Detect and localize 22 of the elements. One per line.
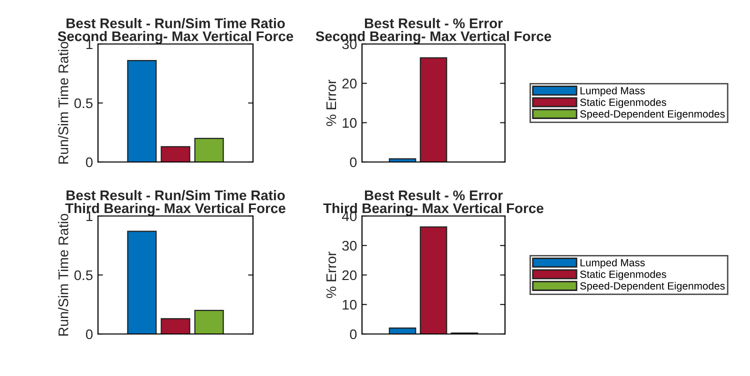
y-tick-label: 0.5: [74, 98, 93, 108]
y-axis-title: % Error: [326, 80, 336, 126]
y-axis-title: Run/Sim Time Ratio: [58, 214, 68, 336]
y-axis-title: Run/Sim Time Ratio: [58, 42, 68, 164]
y-axis-title: % Error: [326, 252, 336, 298]
legend-label: Speed-Dependent Eigenmodes: [580, 110, 725, 120]
y-tick-label: 10: [342, 300, 357, 310]
y-tick-label: 0: [350, 329, 357, 340]
legend-label: Lumped Mass: [580, 258, 645, 268]
y-tick-label: 0: [86, 329, 93, 340]
legend-label: Static Eigenmodes: [580, 98, 666, 108]
legend-label: Static Eigenmodes: [580, 270, 666, 280]
y-tick-label: 20: [342, 270, 357, 280]
legend-label: Lumped Mass: [580, 86, 645, 96]
legend-label: Speed-Dependent Eigenmodes: [580, 282, 725, 292]
y-tick-label: 30: [342, 240, 357, 251]
y-tick-label: 0.5: [74, 270, 93, 280]
y-tick-label: 0: [350, 157, 357, 168]
y-tick-label: 0: [86, 157, 93, 168]
y-tick-label: 20: [342, 78, 357, 89]
y-tick-label: 1: [86, 39, 92, 50]
y-tick-label: 10: [342, 118, 357, 128]
